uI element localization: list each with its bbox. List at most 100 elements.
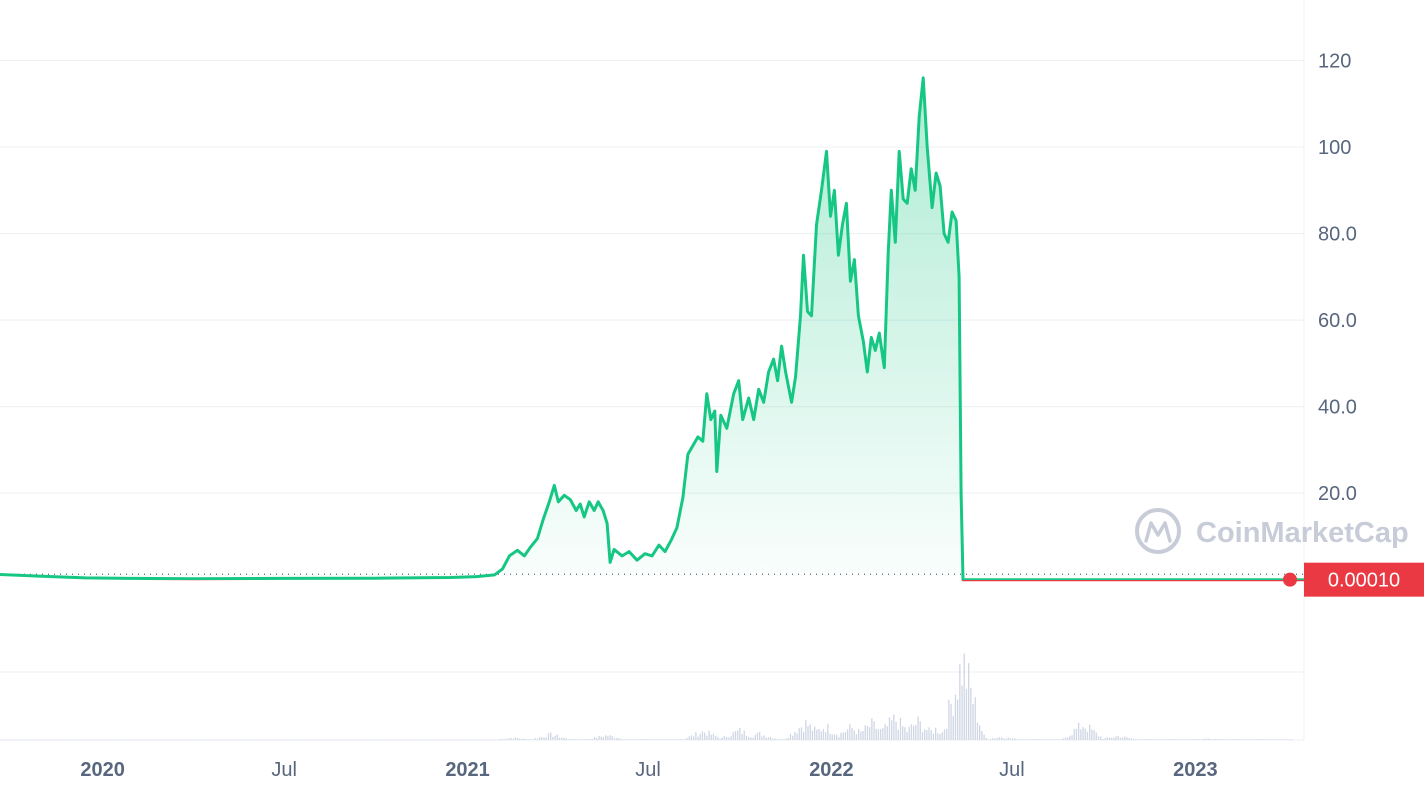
volume-bar	[1207, 738, 1210, 740]
volume-bar	[385, 739, 387, 741]
volume-bar	[123, 739, 125, 741]
volume-bar	[283, 739, 286, 741]
x-tick-label: 2022	[809, 759, 854, 781]
current-price-tag	[1304, 562, 1424, 597]
volume-bar	[396, 739, 398, 741]
volume-bar	[426, 739, 429, 741]
volume-bar	[853, 730, 855, 740]
volume-bar	[481, 739, 484, 741]
volume-bar	[712, 733, 715, 740]
watermark: CoinMarketCap	[1135, 508, 1409, 554]
volume-bar	[783, 739, 785, 740]
volume-bar	[1273, 739, 1276, 740]
volume-bar	[939, 733, 941, 740]
volume-bar	[657, 739, 660, 740]
volume-bar	[576, 739, 578, 740]
volume-bar	[19, 739, 22, 741]
volume-bar	[442, 739, 444, 741]
volume-bar	[536, 738, 539, 740]
volume-bar	[15, 739, 17, 741]
volume-bar	[1042, 739, 1045, 740]
volume-bar	[913, 725, 915, 740]
volume-bar	[1009, 738, 1012, 740]
volume-bar	[899, 717, 902, 740]
volume-bar	[33, 739, 35, 741]
volume-bar	[541, 736, 543, 740]
volume-bar	[1150, 739, 1152, 740]
volume-bar	[827, 723, 829, 740]
volume-bar	[35, 739, 37, 741]
volume-bar	[728, 737, 730, 740]
volume-bar	[490, 739, 492, 741]
volume-bar	[453, 739, 455, 741]
volume-bar	[72, 739, 74, 741]
volume-bar	[250, 739, 253, 741]
volume-bar	[563, 737, 565, 740]
volume-bar	[231, 739, 233, 741]
volume-bar	[633, 739, 635, 740]
volume-bar	[917, 716, 919, 740]
volume-bar	[910, 724, 913, 740]
price-line-up	[0, 76, 1304, 580]
volume-bar	[176, 739, 178, 741]
volume-bar	[1291, 739, 1293, 740]
volume-bar	[545, 737, 547, 740]
volume-bar	[1082, 727, 1084, 740]
volume-bar	[521, 738, 523, 740]
volume-bar	[990, 739, 992, 740]
volume-bar	[92, 739, 94, 741]
volume-bar	[1060, 739, 1062, 740]
volume-bar	[756, 732, 759, 740]
volume-bar	[147, 739, 149, 741]
y-axis-ticks: 20.0 40.0 60.0 80.0 100 120	[1318, 51, 1357, 506]
volume-bar	[1036, 739, 1038, 740]
volume-bar	[37, 739, 39, 741]
volume-bar	[1229, 739, 1232, 740]
volume-bar	[1262, 739, 1265, 740]
volume-bar	[1216, 739, 1218, 740]
volume-bar	[649, 739, 651, 740]
volume-bar	[803, 731, 805, 740]
volume-bar	[638, 739, 640, 740]
volume-bar	[457, 739, 459, 741]
volume-bar	[1067, 737, 1069, 740]
volume-bar	[321, 739, 323, 741]
volume-bar	[316, 739, 319, 741]
volume-bar	[486, 739, 488, 741]
volume-bar	[631, 739, 633, 740]
volume-bar	[510, 737, 512, 740]
volume-bar	[1020, 739, 1023, 740]
volume-bar	[132, 739, 134, 741]
volume-bar	[281, 739, 283, 741]
volume-bar	[629, 739, 631, 740]
volume-bar	[85, 739, 88, 741]
volume-bar	[613, 738, 616, 740]
volume-bar	[1073, 729, 1075, 740]
volume-bar	[433, 739, 435, 741]
volume-bar	[994, 738, 996, 740]
volume-bar	[477, 739, 479, 741]
x-tick-label: 2023	[1173, 759, 1218, 781]
y-tick-label: 40.0	[1318, 397, 1357, 419]
volume-bar	[886, 726, 888, 740]
volume-bar	[640, 739, 642, 740]
volume-bar	[200, 739, 202, 741]
volume-bar	[1212, 739, 1214, 740]
volume-bar	[840, 732, 842, 740]
volume-bar	[228, 739, 231, 741]
volume-bar	[1179, 739, 1181, 740]
volume-bar	[838, 737, 840, 740]
volume-bar	[998, 737, 1001, 740]
volume-bar	[341, 739, 343, 741]
volume-bar	[572, 739, 574, 740]
volume-bar	[695, 732, 697, 740]
volume-bar	[906, 731, 908, 740]
volume-bar	[257, 739, 259, 741]
volume-bar	[279, 739, 281, 741]
volume-bar	[224, 739, 226, 741]
volume-bar	[937, 733, 939, 740]
volume-bar	[882, 728, 884, 740]
volume-bar	[655, 739, 657, 740]
volume-bar	[1265, 739, 1267, 740]
volume-bar	[624, 739, 627, 740]
